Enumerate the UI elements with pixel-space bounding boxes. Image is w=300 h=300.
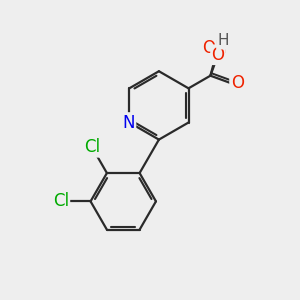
Text: Cl: Cl <box>84 138 100 156</box>
Text: O: O <box>230 74 244 92</box>
Text: O: O <box>231 74 244 92</box>
Text: OH: OH <box>202 40 227 58</box>
Text: N: N <box>122 113 135 131</box>
Text: O: O <box>212 46 224 64</box>
Text: H: H <box>218 33 229 48</box>
Text: Cl: Cl <box>53 192 69 210</box>
